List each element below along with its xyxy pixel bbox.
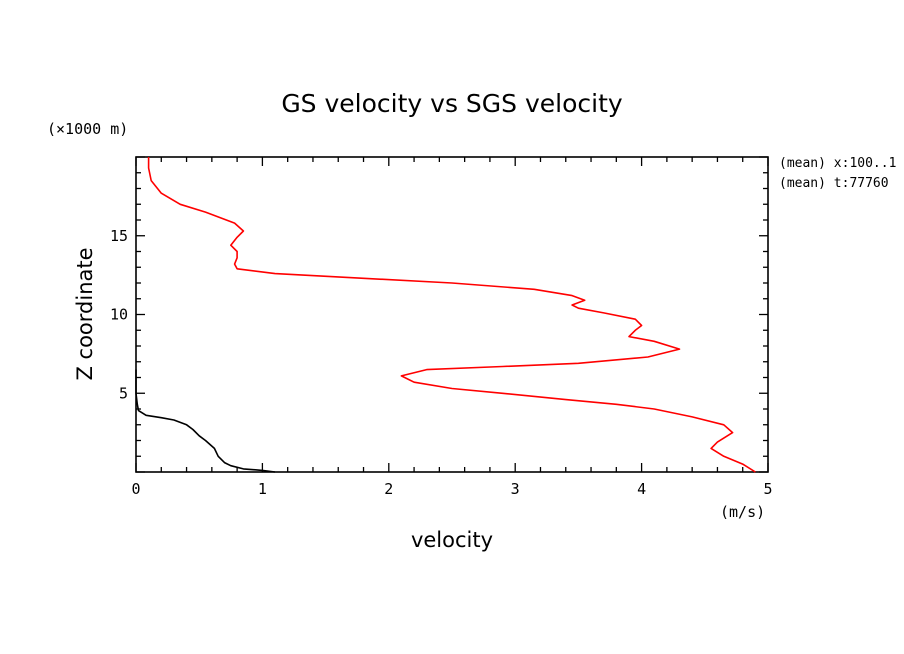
x-tick-label: 0 bbox=[131, 480, 140, 498]
tick-labels: 0 1 2 3 4 5 5 10 15 bbox=[110, 227, 773, 498]
series-line-black bbox=[135, 369, 276, 473]
x-tick-label: 3 bbox=[511, 480, 520, 498]
x-tick-label: 1 bbox=[258, 480, 267, 498]
x-unit-label: (m/s) bbox=[720, 503, 765, 521]
annotation-line-2: (mean) t:77760 bbox=[779, 176, 889, 191]
x-tick-label: 2 bbox=[384, 480, 393, 498]
x-axis-label: velocity bbox=[411, 528, 493, 552]
y-tick-label: 5 bbox=[119, 384, 128, 402]
y-tick-label: 10 bbox=[110, 306, 128, 324]
y-axis-label: Z coordinate bbox=[73, 247, 97, 380]
series-line-red bbox=[147, 157, 756, 473]
y-unit-label: (×1000 m) bbox=[47, 120, 128, 138]
annotation-line-1: (mean) x:100..1 bbox=[779, 156, 896, 171]
series-group bbox=[135, 157, 756, 473]
plot-frame bbox=[135, 156, 769, 473]
x-tick-label: 5 bbox=[763, 480, 772, 498]
x-tick-label: 4 bbox=[637, 480, 646, 498]
y-tick-label: 15 bbox=[110, 227, 128, 245]
plot-area bbox=[135, 156, 769, 473]
axis-ticks bbox=[135, 156, 769, 473]
chart-title: GS velocity vs SGS velocity bbox=[281, 89, 623, 118]
